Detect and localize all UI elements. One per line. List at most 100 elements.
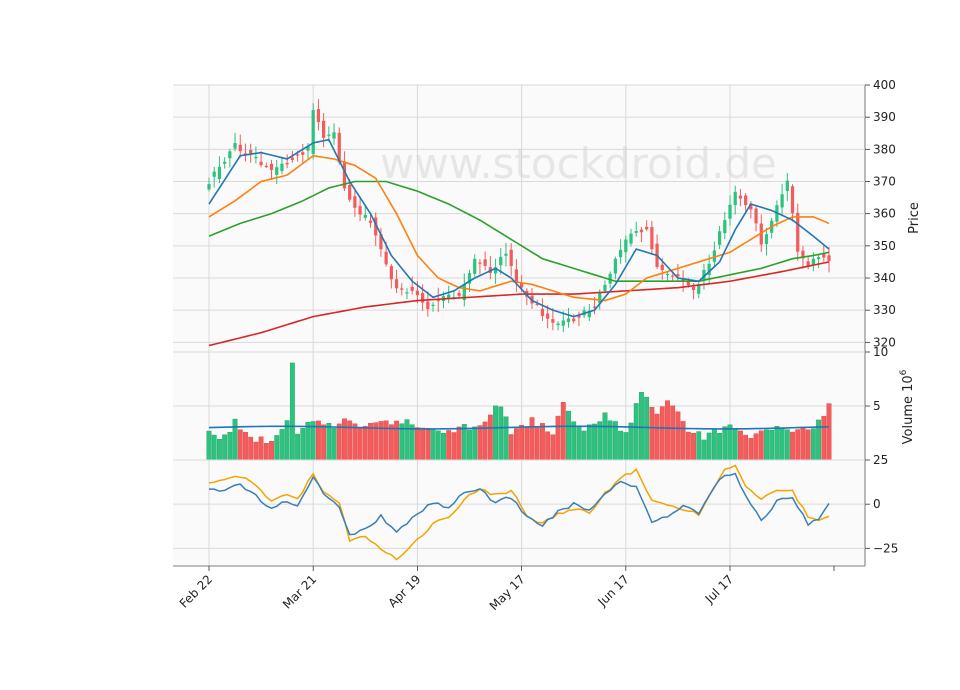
- candle-down: [384, 251, 388, 265]
- volume-bar: [321, 424, 327, 461]
- candle-down: [353, 196, 357, 208]
- volume-panel: 5 10: [173, 345, 888, 461]
- candle-up: [561, 320, 565, 326]
- candle-down: [650, 227, 654, 250]
- price-axis-label: Price: [907, 202, 922, 234]
- volume-bar: [487, 414, 493, 461]
- volume-bar: [623, 432, 629, 461]
- volume-bar: [232, 418, 238, 461]
- candle-down: [389, 266, 393, 280]
- candle-down: [379, 234, 383, 250]
- volume-bar: [336, 423, 342, 461]
- candle-down: [671, 275, 675, 277]
- candle-up: [217, 166, 222, 180]
- candle-up: [556, 323, 560, 326]
- volume-bar: [717, 433, 723, 461]
- volume-bar: [493, 405, 498, 461]
- volume-bar: [784, 429, 790, 461]
- volume-bar: [691, 433, 696, 461]
- x-tick-label: Mar 21: [280, 572, 319, 611]
- volume-bar: [800, 426, 806, 461]
- volume-bar: [253, 441, 259, 461]
- volume-bar: [571, 421, 577, 461]
- volume-bar: [524, 426, 530, 461]
- candle-up: [598, 292, 602, 304]
- candle-up: [332, 132, 336, 139]
- volume-bar: [456, 426, 462, 461]
- candle-up: [473, 258, 477, 274]
- candle-up: [816, 257, 821, 260]
- oscillator-main-line: [208, 472, 830, 536]
- volume-bar: [685, 431, 691, 461]
- candle-down: [400, 288, 404, 290]
- candle-up: [613, 258, 618, 274]
- volume-bar: [279, 429, 285, 461]
- candle-up: [702, 269, 706, 280]
- candle-up: [785, 180, 789, 192]
- volume-bar: [451, 432, 457, 461]
- candle-down: [645, 226, 649, 230]
- candle-up: [712, 250, 716, 262]
- moving-average-short: [208, 138, 830, 318]
- volume-bar: [602, 412, 608, 461]
- candle-down: [676, 274, 680, 277]
- x-tick-label: Feb 22: [177, 572, 215, 610]
- candle-down: [374, 217, 378, 236]
- candle-up: [327, 134, 331, 136]
- candle-down: [415, 290, 420, 296]
- volume-bar: [237, 429, 243, 461]
- candle-down: [827, 255, 831, 261]
- volume-bar: [435, 430, 441, 461]
- volume-bar: [430, 428, 436, 461]
- candle-up: [228, 151, 232, 159]
- volume-bar: [586, 424, 592, 461]
- candle-down: [410, 286, 414, 291]
- volume-tick-label: 10: [873, 345, 888, 359]
- oscillator-panel: 25 0 −25: [173, 453, 898, 566]
- candle-down: [301, 152, 305, 155]
- price-panel: 320 330 340 350 360 370 380 390 400: [173, 78, 896, 352]
- candle-up: [608, 273, 612, 284]
- candle-down: [394, 279, 399, 289]
- candle-up: [764, 234, 769, 245]
- candle-up: [311, 110, 315, 155]
- volume-bar: [560, 401, 566, 461]
- volume-bar: [211, 434, 217, 461]
- candle-down: [806, 261, 810, 267]
- candle-down: [457, 293, 461, 296]
- volume-bar: [649, 407, 655, 461]
- volume-bar: [414, 427, 420, 461]
- volume-bar: [722, 426, 728, 461]
- candle-down: [295, 154, 300, 156]
- volume-bar: [711, 429, 717, 461]
- volume-bar: [378, 421, 384, 461]
- volume-bar: [550, 434, 556, 461]
- oscillator-signal-line: [208, 464, 830, 561]
- candle-down: [290, 157, 294, 161]
- volume-bar: [810, 428, 816, 461]
- volume-bar: [659, 406, 665, 461]
- candle-up: [447, 294, 451, 299]
- candle-down: [535, 303, 539, 305]
- volume-bar: [227, 432, 233, 461]
- volume-axis-label-exponent: 6: [899, 369, 909, 375]
- candle-down: [592, 306, 597, 308]
- candle-down: [478, 262, 482, 264]
- candle-up: [405, 292, 409, 294]
- candle-down: [551, 319, 555, 323]
- volume-bar: [263, 443, 269, 461]
- price-tick-label: 340: [873, 271, 896, 285]
- candle-up: [467, 273, 472, 284]
- volume-bar: [639, 392, 644, 461]
- volume-bar: [467, 429, 472, 461]
- volume-bar: [644, 396, 650, 461]
- volume-bar: [701, 439, 707, 461]
- candle-down: [238, 144, 242, 152]
- price-tick-label: 350: [873, 239, 896, 253]
- candle-up: [634, 230, 638, 233]
- price-tick-label: 390: [873, 110, 896, 124]
- candle-up: [462, 284, 466, 301]
- volume-bar: [529, 417, 535, 461]
- volume-bar: [258, 436, 264, 461]
